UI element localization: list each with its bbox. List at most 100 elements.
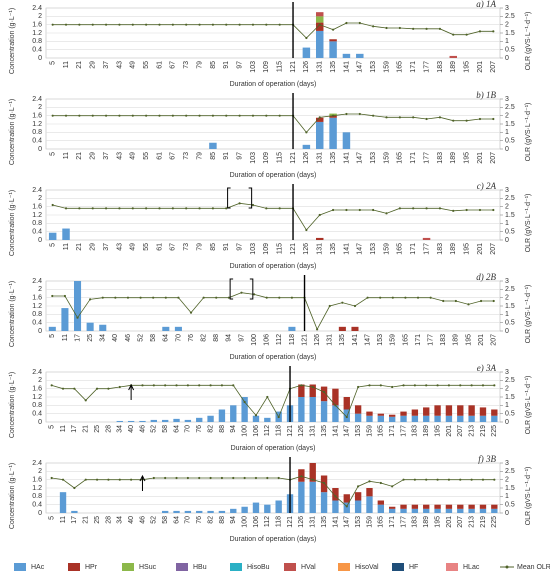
x-tick-label: 153 xyxy=(370,243,377,255)
x-tick-label: 189 xyxy=(450,61,457,73)
y-tick-label: 1.6 xyxy=(32,477,42,484)
olr-point xyxy=(311,478,314,481)
olr-point xyxy=(152,476,155,480)
bar xyxy=(161,419,169,422)
y2-tick-label: 2.5 xyxy=(505,195,515,202)
legend-swatch xyxy=(68,563,80,571)
bar xyxy=(423,415,430,422)
olr-point xyxy=(398,207,401,210)
olr-point xyxy=(164,476,167,480)
bar xyxy=(445,504,453,509)
olr-point xyxy=(402,384,405,387)
olr-point xyxy=(385,212,388,215)
y2-tick-label: 1.5 xyxy=(505,121,515,128)
x-tick-label: 43 xyxy=(116,152,123,160)
y-axis-label: Concentration (g·L⁻¹) xyxy=(9,8,16,74)
olr-line xyxy=(52,22,494,39)
x-tick-label: 55 xyxy=(143,152,150,160)
y2-tick-label: 2.5 xyxy=(505,104,515,111)
y2-tick-label: 2 xyxy=(505,477,509,484)
olr-point xyxy=(152,384,155,387)
x-tick-label: 121 xyxy=(287,516,294,528)
bar xyxy=(288,326,296,331)
bar xyxy=(71,510,78,513)
olr-point xyxy=(358,208,361,212)
olr-point xyxy=(175,384,178,387)
x-tick-label: 91 xyxy=(223,243,230,251)
bar xyxy=(315,12,324,17)
bar xyxy=(388,416,396,422)
olr-point xyxy=(104,207,108,210)
x-tick-label: 135 xyxy=(330,61,337,73)
y2-tick-label: 1 xyxy=(505,311,509,318)
chart-title: d) 2B xyxy=(476,272,496,282)
bar xyxy=(73,281,82,331)
olr-point xyxy=(107,478,110,481)
olr-point xyxy=(84,478,87,481)
x-tick-label: 183 xyxy=(412,516,419,528)
x-axis-label: Duration of operation (days) xyxy=(230,354,317,361)
x-tick-label: 73 xyxy=(183,61,190,69)
olr-point xyxy=(61,387,65,390)
x-tick-label: 159 xyxy=(383,243,390,255)
olr-point xyxy=(265,23,268,26)
x-tick-label: 159 xyxy=(383,61,390,73)
y-tick-label: 0.8 xyxy=(32,402,42,409)
bar xyxy=(298,481,305,513)
x-tick-label: 213 xyxy=(468,425,475,437)
olr-point xyxy=(425,27,428,30)
bar xyxy=(127,420,135,422)
x-tick-label: 88 xyxy=(213,334,220,342)
x-tick-label: 112 xyxy=(264,425,271,436)
bar xyxy=(400,508,407,513)
olr-point xyxy=(470,384,473,387)
olr-point xyxy=(95,478,99,481)
x-tick-label: 213 xyxy=(468,516,475,528)
x-tick-label: 46 xyxy=(139,516,146,524)
y2-tick-label: 2 xyxy=(505,295,509,302)
olr-point xyxy=(152,296,155,299)
x-tick-label: 207 xyxy=(457,516,464,528)
y2-tick-label: 1 xyxy=(505,493,509,500)
olr-point xyxy=(114,296,117,299)
olr-point xyxy=(238,23,241,26)
y-tick-label: 0.4 xyxy=(32,229,42,236)
x-tick-label: 97 xyxy=(236,243,243,251)
x-tick-label: 17 xyxy=(71,425,78,433)
panel: 00.40.81.21.622.400.511.522.53Concentrat… xyxy=(9,454,532,543)
x-tick-label: 21 xyxy=(76,61,83,69)
x-tick-label: 159 xyxy=(390,334,397,346)
legend-swatch xyxy=(392,563,404,571)
bar xyxy=(315,22,324,31)
x-tick-label: 195 xyxy=(463,243,470,255)
olr-point xyxy=(104,114,108,117)
y-tick-label: 2 xyxy=(38,195,42,202)
bar xyxy=(264,504,271,513)
olr-point xyxy=(211,23,215,26)
x-tick-label: 37 xyxy=(103,152,110,160)
x-tick-label: 106 xyxy=(253,425,260,437)
x-tick-label: 126 xyxy=(303,61,310,73)
x-tick-label: 34 xyxy=(117,425,124,433)
olr-point xyxy=(254,414,258,417)
bar xyxy=(264,417,271,422)
olr-point xyxy=(447,384,451,387)
x-tick-label: 61 xyxy=(156,61,163,69)
x-tick-label: 11 xyxy=(62,334,69,341)
bracket xyxy=(227,187,253,209)
x-tick-label: 5 xyxy=(49,516,56,520)
x-tick-label: 5 xyxy=(49,425,56,429)
x-tick-label: 183 xyxy=(412,425,419,437)
bar xyxy=(434,405,441,416)
olr-point xyxy=(290,296,294,299)
x-axis-label: Duration of operation (days) xyxy=(230,536,317,543)
olr-point xyxy=(452,209,455,212)
y2-tick-label: 2 xyxy=(505,386,509,393)
x-tick-label: 153 xyxy=(377,334,384,346)
y-tick-label: 0.8 xyxy=(32,220,42,227)
bar xyxy=(320,386,328,402)
y2-tick-label: 0.5 xyxy=(505,320,515,327)
x-tick-label: 147 xyxy=(344,516,351,528)
olr-point xyxy=(391,296,394,299)
bar xyxy=(479,415,487,422)
